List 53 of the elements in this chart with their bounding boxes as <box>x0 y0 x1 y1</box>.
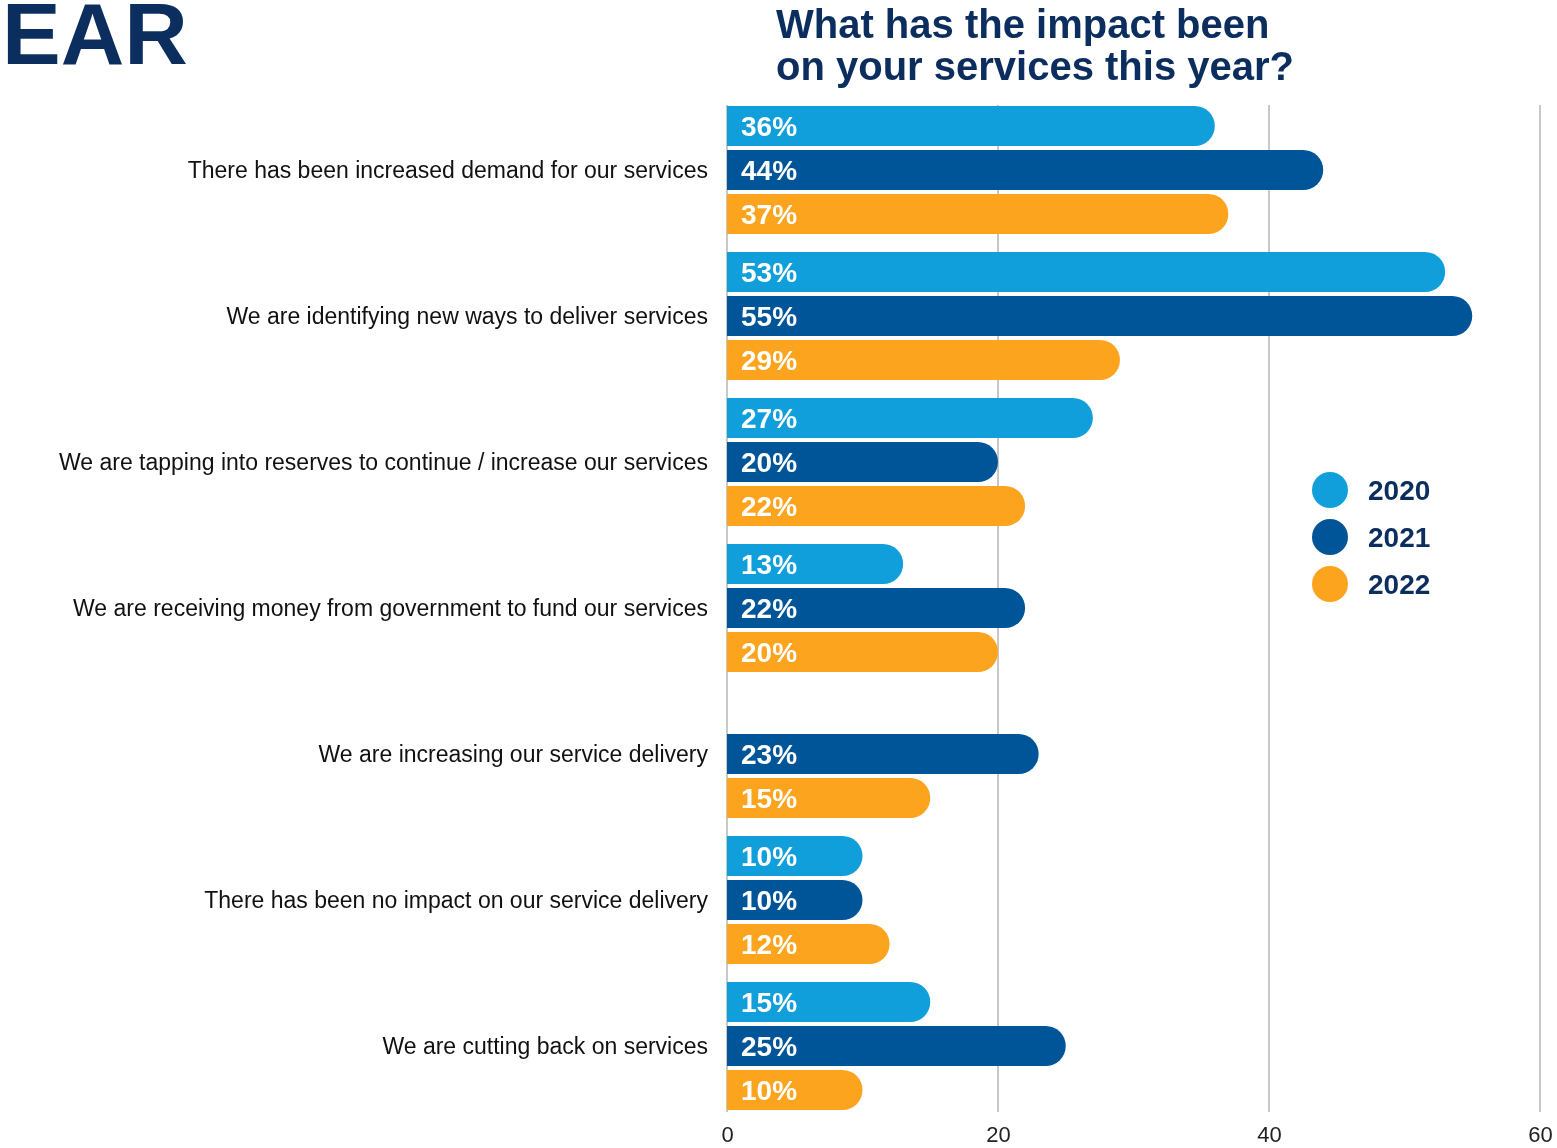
data-label: 27% <box>741 403 798 435</box>
bar <box>727 734 1039 774</box>
y-tick-label: We are cutting back on services <box>382 1033 708 1060</box>
x-tick-label: 0 <box>721 1121 734 1147</box>
bar <box>727 778 931 818</box>
data-label: 12% <box>741 929 798 961</box>
data-label: 22% <box>741 491 798 523</box>
text: EAR <box>2 0 188 83</box>
data-label: 55% <box>741 301 798 333</box>
legend-label: 2021 <box>1368 522 1431 554</box>
x-tick-label: 40 <box>1257 1121 1282 1147</box>
data-label: 10% <box>741 885 798 917</box>
y-tick-label: There has been no impact on our service delivery <box>204 887 709 914</box>
bar <box>727 106 1215 146</box>
y-tick-label: We are increasing our service delivery <box>318 741 709 768</box>
data-label: 36% <box>741 111 798 143</box>
chart-title: What has the impact been on your services this year? <box>776 2 1295 88</box>
bar <box>727 340 1120 380</box>
bar <box>727 398 1093 438</box>
x-tick-label: 60 <box>1528 1121 1553 1147</box>
data-label: 10% <box>741 1075 798 1107</box>
y-tick-label: We are identifying new ways to deliver services <box>226 303 708 330</box>
data-label: 15% <box>741 783 798 815</box>
y-tick-label: We are tapping into reserves to continue / increase our services <box>58 449 708 476</box>
data-label: 25% <box>741 1031 798 1063</box>
y-tick-label: There has been increased demand for our services <box>187 157 708 184</box>
bar <box>727 194 1229 234</box>
data-label: 23% <box>741 739 798 771</box>
bar <box>727 150 1324 190</box>
data-label: 13% <box>741 549 798 581</box>
data-label: 20% <box>741 637 798 669</box>
bar <box>727 982 931 1022</box>
bar <box>727 588 1026 628</box>
bar <box>727 544 904 584</box>
data-label: 20% <box>741 447 798 479</box>
data-label: 53% <box>741 257 798 289</box>
bar <box>727 1026 1066 1066</box>
data-label: 37% <box>741 199 798 231</box>
data-label: 44% <box>741 155 798 187</box>
data-label: 15% <box>741 987 798 1019</box>
legend-label: 2020 <box>1368 475 1431 507</box>
legend-label: 2022 <box>1368 569 1431 601</box>
bar <box>727 486 1026 526</box>
bar <box>727 442 998 482</box>
data-label: 22% <box>741 593 798 625</box>
data-label: 29% <box>741 345 798 377</box>
x-tick-label: 20 <box>986 1121 1011 1147</box>
data-label: 10% <box>741 841 798 873</box>
bar <box>727 296 1473 336</box>
bar <box>727 252 1446 292</box>
bar <box>727 632 998 672</box>
y-tick-label: We are receiving money from government to fund our services <box>73 595 708 622</box>
bar <box>727 924 890 964</box>
